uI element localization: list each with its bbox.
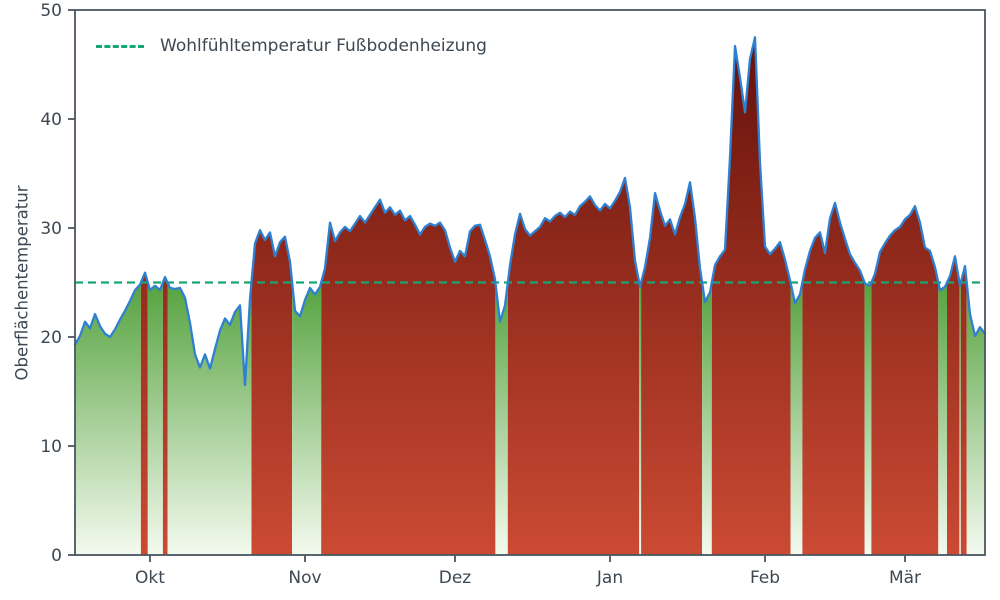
fill-below-threshold (938, 282, 947, 555)
axes-spines (74, 9, 986, 556)
x-tick-label: Mär (889, 568, 921, 588)
x-tick-label: Okt (135, 568, 165, 588)
fill-above-threshold (947, 256, 960, 555)
fill-above-threshold (960, 266, 967, 555)
fill-below-threshold (959, 282, 961, 555)
x-tick-label: Feb (750, 568, 780, 588)
fill-below-threshold (75, 282, 141, 555)
x-tick-label: Jan (596, 568, 623, 588)
x-tick-label: Nov (288, 568, 321, 588)
fill-below-threshold (167, 282, 252, 555)
fill-below-threshold (639, 282, 642, 555)
y-tick-label: 0 (51, 546, 62, 566)
y-tick-label: 40 (40, 110, 62, 130)
fill-below-threshold (966, 282, 985, 555)
threshold-legend-label: Wohlfühltemperatur Fußbodenheizung (160, 36, 487, 56)
temperature-line (73, 36, 987, 387)
threshold-dashed-line-icon (96, 44, 144, 48)
fill-above-threshold (802, 202, 865, 555)
fill-below-threshold (702, 282, 712, 555)
fill-below-threshold (292, 282, 322, 555)
fill-below-threshold (790, 282, 803, 555)
fill-above-threshold (140, 272, 148, 555)
fill-above-threshold (871, 206, 939, 555)
y-tick-label: 50 (40, 1, 62, 21)
y-tick-label: 20 (40, 328, 62, 348)
y-tick-label: 10 (40, 437, 62, 457)
fill-below-threshold (495, 282, 508, 555)
fill-above-threshold (507, 177, 640, 555)
x-tick-label: Dez (439, 568, 472, 588)
fill-above-threshold (162, 277, 168, 555)
y-tick-label: 30 (40, 219, 62, 239)
fill-below-threshold (147, 282, 163, 555)
fill-below-threshold (864, 282, 872, 555)
fill-above-threshold (251, 230, 293, 555)
fill-above-threshold (711, 37, 791, 556)
legend: Wohlfühltemperatur Fußbodenheizung (96, 36, 487, 56)
y-axis-label: Oberflächentemperatur (12, 185, 32, 381)
fill-above-threshold (641, 182, 703, 555)
fill-above-threshold (321, 199, 496, 555)
